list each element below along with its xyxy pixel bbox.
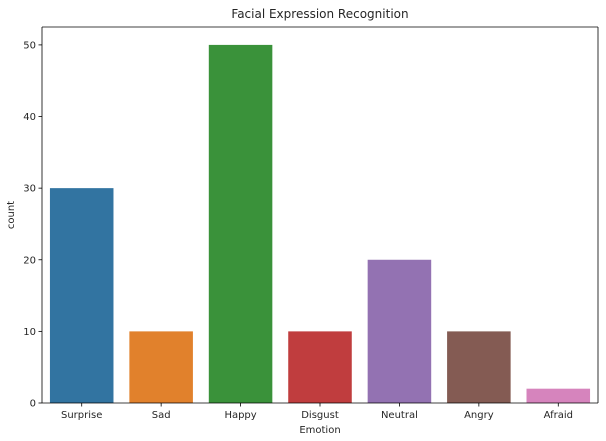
y-tick-label: 30: [23, 184, 36, 195]
chart-title: Facial Expression Recognition: [231, 7, 408, 21]
x-tick-label: Disgust: [301, 410, 339, 421]
x-tick-label: Angry: [464, 410, 494, 421]
y-tick-label: 40: [23, 112, 36, 123]
bar-neutral: [367, 259, 432, 403]
x-tick-label: Surprise: [61, 410, 102, 421]
bar-angry: [447, 331, 511, 403]
y-tick-label: 20: [23, 255, 36, 266]
y-ticks: 0 10 20 30 40 50: [23, 40, 42, 410]
y-tick-label: 0: [30, 399, 36, 410]
y-tick-label: 10: [23, 327, 36, 338]
x-ticks: Surprise Sad Happy Disgust Neutral Angry Afrai…: [61, 403, 573, 421]
x-tick-label: Happy: [224, 410, 256, 421]
bar-afraid: [526, 388, 591, 403]
bar-surprise: [49, 188, 114, 403]
bar-happy: [208, 44, 273, 404]
x-tick-label: Neutral: [381, 410, 418, 421]
bar-disgust: [288, 331, 352, 403]
bar-sad: [129, 331, 193, 403]
bar-group: [49, 44, 591, 404]
y-axis-label: count: [6, 201, 17, 229]
x-axis-label: Emotion: [299, 425, 340, 436]
x-tick-label: Sad: [152, 410, 171, 421]
y-tick-label: 50: [23, 40, 36, 51]
x-tick-label: Afraid: [544, 410, 573, 421]
